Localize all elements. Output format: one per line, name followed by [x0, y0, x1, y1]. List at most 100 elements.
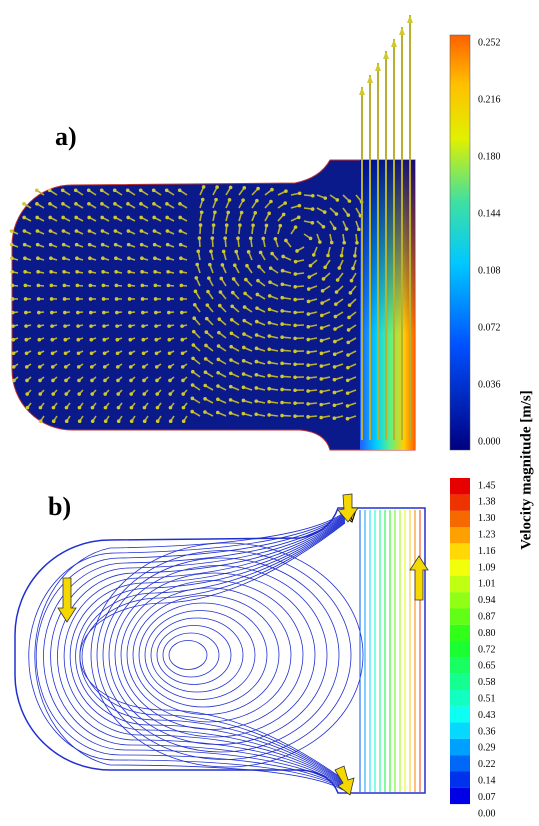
colorbar-tick-label: 0.36: [478, 726, 496, 737]
vector-head: [254, 359, 259, 364]
colorbar-tick-label: 1.09: [478, 562, 496, 573]
streamline: [144, 610, 256, 700]
colorbar-tick-label: 0.80: [478, 628, 496, 639]
vector-head: [103, 419, 108, 424]
vector-head: [241, 358, 246, 363]
vector-head: [37, 337, 42, 342]
vector-head: [47, 188, 52, 193]
vector-head: [280, 322, 284, 326]
vector-head: [64, 419, 69, 424]
vector-head: [129, 405, 134, 410]
vector-head: [347, 303, 352, 307]
vector-head: [168, 392, 173, 396]
vector-head: [75, 283, 80, 288]
vector-head: [24, 365, 29, 369]
colorbar-band: [450, 787, 470, 805]
vector-head: [101, 269, 105, 274]
vector-head: [359, 87, 365, 95]
colorbar-tick-label: 0.14: [478, 775, 496, 786]
vector-head: [167, 337, 172, 342]
vector-head: [293, 375, 297, 380]
vector-head: [179, 283, 184, 288]
vector-head: [246, 250, 251, 254]
vector-head: [89, 365, 94, 369]
vector-head: [139, 242, 144, 247]
vector-head: [213, 210, 217, 215]
vector-head: [245, 263, 249, 268]
colorbar-tick-label: 1.01: [478, 579, 496, 590]
vector-head: [257, 264, 261, 269]
vector-head: [181, 419, 186, 424]
vector-head: [154, 365, 159, 369]
streamline: [138, 602, 268, 708]
vector-head: [126, 215, 130, 220]
vector-head: [63, 324, 67, 328]
vector-head: [23, 283, 28, 288]
vector-head: [346, 365, 350, 370]
colorbar-tick-label: 0.51: [478, 693, 496, 704]
vector-head: [280, 387, 284, 392]
vector-head: [180, 365, 185, 369]
vector-head: [24, 310, 28, 315]
streamline: [156, 625, 232, 685]
vector-head: [332, 390, 337, 395]
streamline: [63, 517, 346, 785]
vector-head: [306, 312, 311, 316]
vector-head: [332, 377, 337, 382]
vector-head: [88, 269, 92, 274]
vector-head: [255, 306, 259, 310]
vector-head: [236, 236, 240, 241]
vector-head: [339, 253, 344, 258]
vector-head: [75, 269, 79, 274]
vector-head: [102, 351, 107, 356]
outflow-arrow: [334, 765, 355, 796]
vector-head: [168, 378, 172, 383]
vector-head: [153, 269, 157, 274]
vector-head: [38, 405, 43, 410]
streamline: [28, 512, 346, 790]
vector-head: [181, 392, 186, 396]
vector-head: [345, 416, 350, 421]
vector-head: [140, 283, 145, 288]
vector-head: [200, 197, 205, 202]
vector-head: [204, 343, 208, 348]
vector-head: [306, 287, 311, 291]
vector-head: [88, 297, 93, 301]
vector-head: [229, 318, 234, 322]
vector-head: [102, 337, 107, 342]
vector-head: [345, 404, 350, 408]
vector-head: [153, 297, 158, 301]
vector-head: [319, 313, 324, 318]
vector-head: [90, 419, 95, 424]
vector-head: [254, 372, 259, 377]
vector-head: [321, 224, 326, 229]
colorbar-band: [450, 673, 470, 690]
vector-head: [297, 203, 302, 208]
vector-head: [190, 383, 195, 387]
vector-head: [74, 215, 78, 220]
vector-head: [115, 365, 120, 369]
vector-head: [273, 236, 278, 241]
vector-head: [180, 324, 184, 328]
vector-head: [127, 256, 131, 261]
colorbar-tick-label: 0.87: [478, 611, 496, 622]
vector-head: [295, 249, 299, 253]
vector-head: [63, 365, 68, 369]
vector-head: [155, 378, 159, 383]
colorbar-band: [450, 559, 470, 576]
colorbar-band: [450, 592, 470, 609]
streamline: [96, 550, 352, 760]
vector-head: [142, 392, 147, 396]
panel-label: b): [48, 492, 71, 521]
vector-head: [194, 276, 199, 280]
vector-head: [353, 253, 357, 258]
vector-head: [35, 242, 40, 247]
vector-head: [308, 236, 313, 241]
vector-head: [267, 347, 272, 352]
vector-head: [155, 419, 160, 424]
vector-head: [319, 338, 324, 343]
vector-head: [215, 185, 219, 189]
streamline: [90, 542, 364, 768]
vector-head: [24, 351, 29, 356]
vector-head: [10, 256, 14, 261]
